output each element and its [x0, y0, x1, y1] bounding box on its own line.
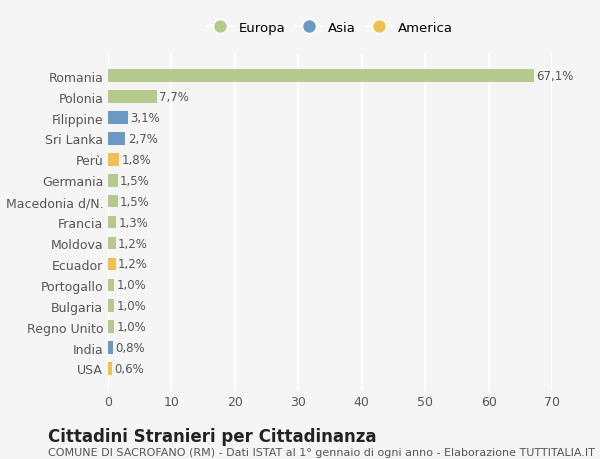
- Bar: [108, 196, 118, 208]
- Bar: [108, 91, 157, 104]
- Text: Cittadini Stranieri per Cittadinanza: Cittadini Stranieri per Cittadinanza: [48, 427, 377, 445]
- Text: 1,5%: 1,5%: [120, 195, 150, 208]
- Text: 1,0%: 1,0%: [117, 300, 146, 313]
- Bar: [108, 237, 116, 250]
- Bar: [108, 300, 115, 312]
- Text: 1,8%: 1,8%: [122, 154, 152, 167]
- Text: 1,5%: 1,5%: [120, 174, 150, 187]
- Bar: [108, 321, 115, 333]
- Bar: [108, 70, 533, 83]
- Bar: [108, 363, 112, 375]
- Bar: [108, 112, 128, 124]
- Text: 1,0%: 1,0%: [117, 320, 146, 333]
- Bar: [108, 258, 116, 271]
- Bar: [108, 154, 119, 166]
- Bar: [108, 341, 113, 354]
- Text: 1,2%: 1,2%: [118, 237, 148, 250]
- Bar: [108, 279, 115, 291]
- Bar: [108, 216, 116, 229]
- Text: 1,2%: 1,2%: [118, 258, 148, 271]
- Bar: [108, 133, 125, 146]
- Legend: Europa, Asia, America: Europa, Asia, America: [203, 18, 457, 39]
- Bar: [108, 174, 118, 187]
- Text: 7,7%: 7,7%: [160, 91, 189, 104]
- Text: 1,0%: 1,0%: [117, 279, 146, 291]
- Text: 0,6%: 0,6%: [115, 362, 144, 375]
- Text: COMUNE DI SACROFANO (RM) - Dati ISTAT al 1° gennaio di ogni anno - Elaborazione : COMUNE DI SACROFANO (RM) - Dati ISTAT al…: [48, 448, 595, 458]
- Text: 2,7%: 2,7%: [128, 133, 158, 146]
- Text: 0,8%: 0,8%: [116, 341, 145, 354]
- Text: 1,3%: 1,3%: [119, 216, 149, 229]
- Text: 3,1%: 3,1%: [130, 112, 160, 125]
- Text: 67,1%: 67,1%: [536, 70, 574, 83]
